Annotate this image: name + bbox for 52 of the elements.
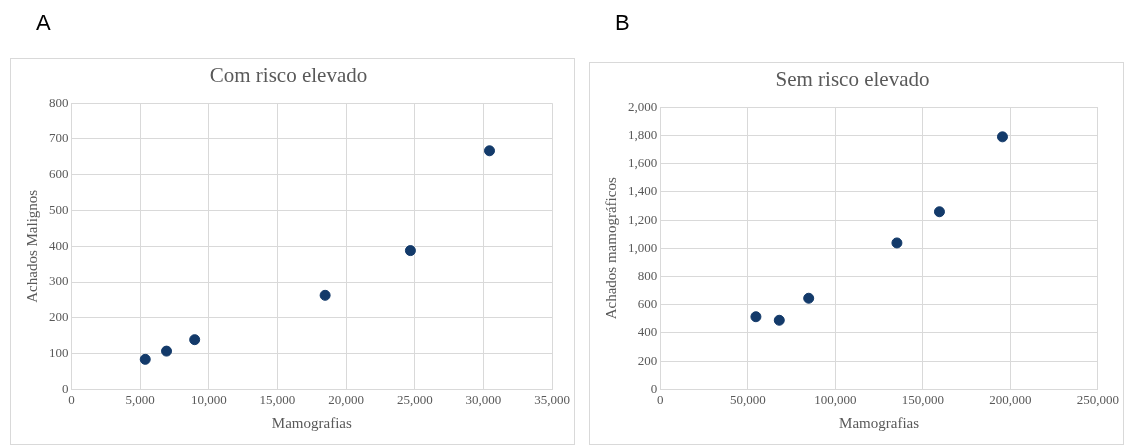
y-axis-title: Achados Malignos: [23, 189, 40, 303]
x-axis-title: Mamografias: [839, 414, 920, 431]
x-tick-label: 5,000: [125, 391, 155, 407]
x-tick-label: 15,000: [259, 391, 296, 407]
point: [404, 245, 416, 257]
y-tick-label: 600: [637, 296, 658, 312]
y-tick-label: 1,800: [628, 126, 658, 142]
point: [996, 131, 1008, 143]
y-tick-label: 1,200: [628, 211, 658, 227]
x-tick-label: 250,000: [1076, 391, 1119, 407]
y-tick-label: 700: [49, 130, 69, 146]
point: [484, 145, 496, 157]
y-tick-label: 1,400: [628, 183, 658, 199]
y-tick-label: 500: [49, 201, 69, 217]
x-axis-title: Mamografias: [271, 414, 352, 431]
y-tick-label: 1,600: [628, 155, 658, 171]
y-tick-label: 800: [637, 267, 658, 283]
y-axis-title: Achados mamográficos: [602, 177, 619, 320]
chart-title: Sem risco elevado: [775, 67, 930, 92]
point: [933, 206, 945, 218]
point: [189, 334, 201, 346]
y-tick-label: 2,000: [628, 98, 658, 114]
point: [750, 311, 762, 323]
y-tick-label: 800: [49, 94, 69, 110]
chart-title: Com risco elevado: [209, 63, 368, 88]
text: B: [615, 10, 630, 36]
y-tick-label: 600: [49, 166, 69, 182]
x-tick-label: 50,000: [729, 391, 766, 407]
point: [161, 345, 173, 357]
x-tick-label: 30,000: [465, 391, 502, 407]
y-tick-label: 1,000: [628, 239, 658, 255]
x-tick-label: 20,000: [328, 391, 365, 407]
text: A: [36, 10, 51, 36]
x-tick-label: 150,000: [901, 391, 944, 407]
point: [803, 292, 815, 304]
y-tick-label: 200: [637, 352, 658, 368]
y-tick-label: 0: [62, 380, 69, 396]
point: [891, 237, 903, 249]
x-tick-label: 100,000: [814, 391, 857, 407]
y-tick-label: 400: [49, 237, 69, 253]
y-tick-label: 0: [650, 380, 658, 396]
x-tick-label: 25,000: [396, 391, 433, 407]
x-tick-label: 200,000: [989, 391, 1032, 407]
x-tick-label: 10,000: [190, 391, 227, 407]
y-tick-label: 100: [49, 345, 69, 361]
y-tick-label: 400: [637, 324, 658, 340]
y-tick-label: 300: [49, 273, 69, 289]
point: [773, 314, 785, 326]
point: [319, 289, 331, 301]
point: [139, 353, 151, 365]
y-tick-label: 200: [49, 309, 69, 325]
x-tick-label: 35,000: [534, 391, 570, 407]
